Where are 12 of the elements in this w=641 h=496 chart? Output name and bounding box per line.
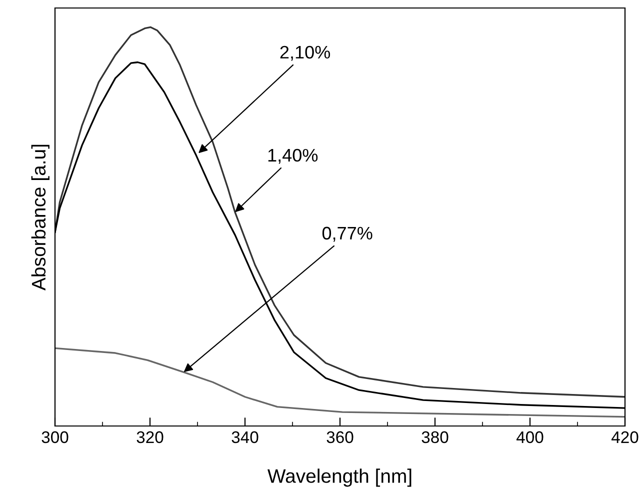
- x-tick-label: 420: [611, 431, 638, 444]
- x-tick-label: 400: [516, 431, 544, 444]
- y-axis-title: Absorbance [a.u]: [31, 144, 50, 290]
- x-tick-label: 340: [232, 431, 258, 444]
- x-tick-label: 380: [422, 431, 448, 444]
- x-tick-label: 320: [136, 431, 164, 444]
- x-axis-title: Wavelength [nm]: [268, 468, 412, 487]
- x-tick-label: 360: [326, 431, 354, 444]
- x-tick-label: 300: [42, 431, 68, 444]
- annotation: 1,40%: [268, 148, 318, 164]
- annotation: 0,77%: [322, 226, 372, 242]
- annotation: 2,10%: [280, 46, 330, 61]
